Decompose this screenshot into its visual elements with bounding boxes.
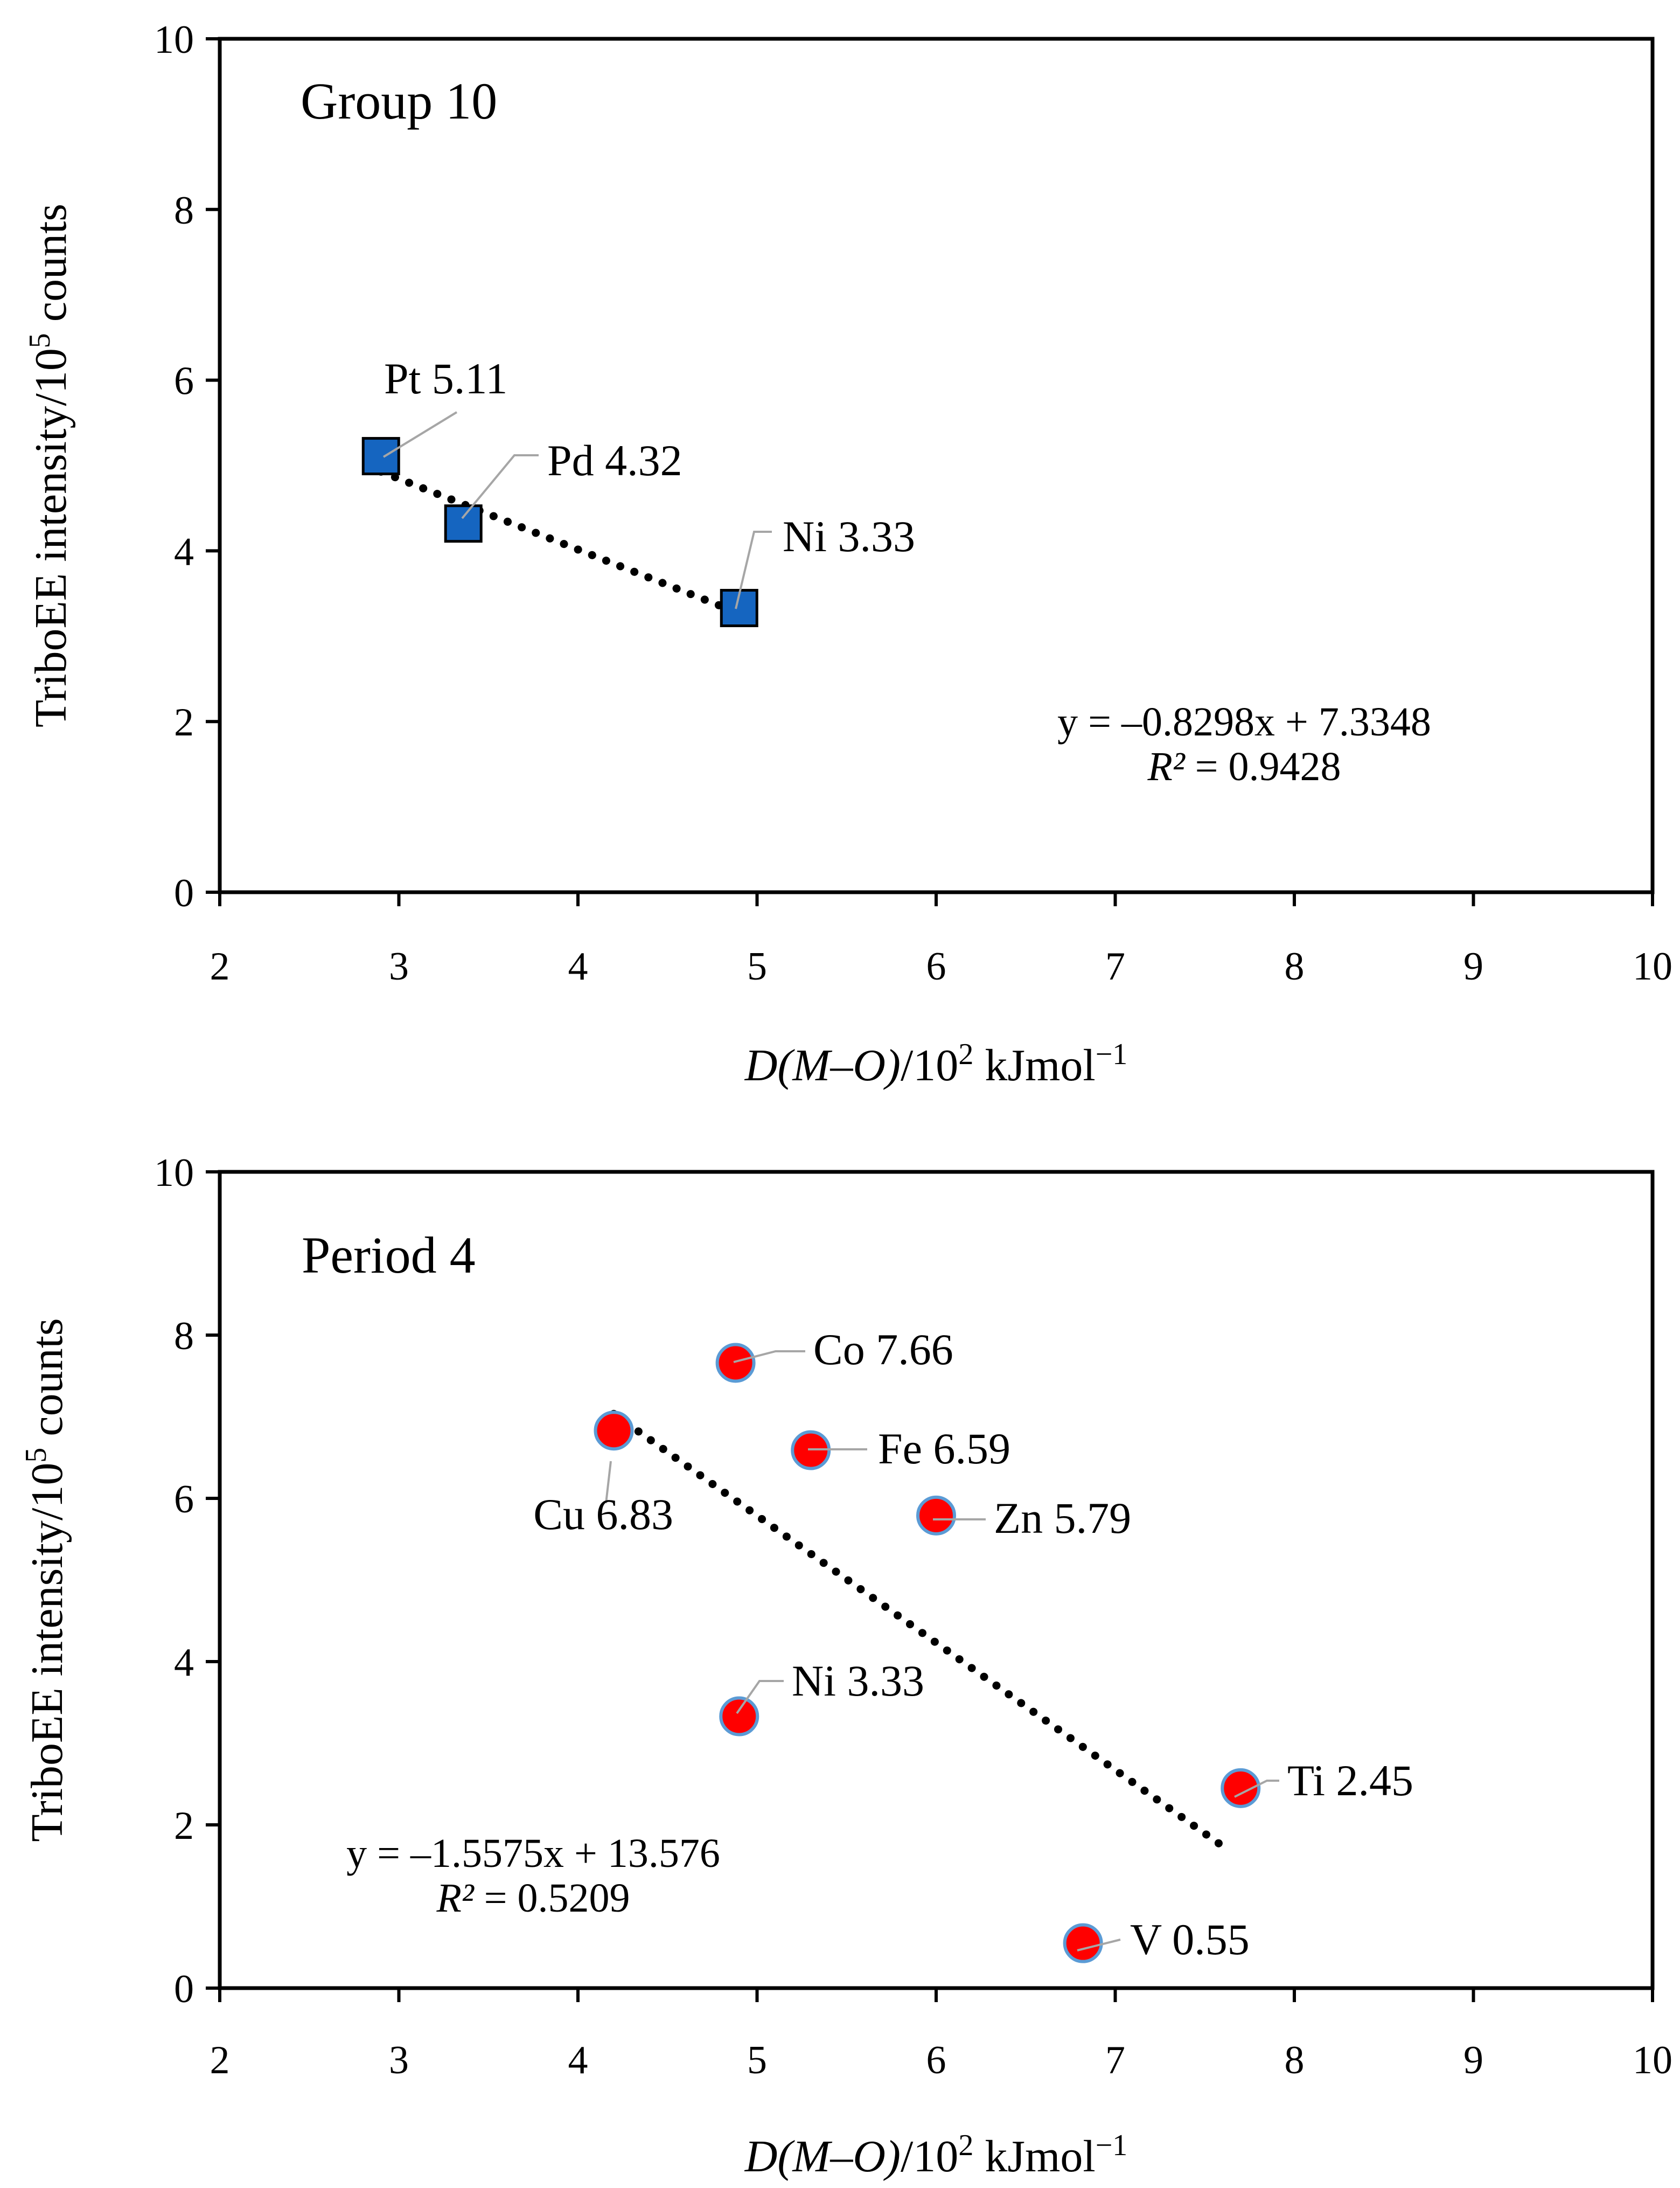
y-tick-label: 6 xyxy=(174,359,194,404)
data-point-circle xyxy=(719,1696,759,1736)
label-leader-line xyxy=(1077,1939,1121,1951)
y-tick-label: 0 xyxy=(174,871,194,915)
data-point-square xyxy=(444,504,483,543)
x-tick-label: 4 xyxy=(568,944,588,989)
y-axis-title: TriboEE intensity/105 counts xyxy=(23,204,76,727)
x-tick-label: 2 xyxy=(210,2038,230,2082)
data-label: Ni 3.33 xyxy=(792,1656,924,1705)
y-tick-label: 8 xyxy=(174,1314,194,1358)
x-tick-label: 2 xyxy=(210,944,230,989)
y-tick-label: 0 xyxy=(174,1967,194,2011)
label-leader-line xyxy=(605,1461,612,1504)
x-tick-label: 5 xyxy=(747,944,767,989)
x-tick-label: 10 xyxy=(1633,944,1672,989)
x-tick-label: 8 xyxy=(1285,944,1305,989)
x-axis-title: D(M–O)/102 kJmol−1 xyxy=(744,2129,1128,2182)
y-tick-label: 8 xyxy=(174,189,194,233)
y-tick-label: 10 xyxy=(154,18,194,62)
x-tick-label: 4 xyxy=(568,2038,588,2082)
data-label: Pt 5.11 xyxy=(384,354,507,403)
panel-title: Group 10 xyxy=(301,72,497,130)
r-squared: R² = 0.5209 xyxy=(436,1876,630,1921)
y-tick-label: 4 xyxy=(174,530,194,574)
data-label: Cu 6.83 xyxy=(533,1490,673,1539)
label-leader-line xyxy=(1234,1780,1279,1798)
x-tick-label: 9 xyxy=(1463,944,1483,989)
data-point-circle xyxy=(1221,1768,1261,1808)
data-point-circle xyxy=(594,1411,634,1451)
x-tick-label: 7 xyxy=(1105,944,1125,989)
data-point-circle xyxy=(1063,1923,1103,1963)
x-tick-label: 6 xyxy=(926,2038,946,2082)
x-tick-label: 9 xyxy=(1463,2038,1483,2082)
label-leader-line xyxy=(461,454,539,519)
panel-title: Period 4 xyxy=(302,1226,476,1284)
label-leader-line xyxy=(735,531,772,609)
data-label: Pd 4.32 xyxy=(547,436,682,485)
data-label: Fe 6.59 xyxy=(878,1424,1010,1473)
trendline xyxy=(610,1409,1227,1851)
trendline xyxy=(377,467,743,617)
x-tick-label: 6 xyxy=(926,944,946,989)
y-axis-title: TriboEE intensity/105 counts xyxy=(19,1318,72,1842)
y-tick-label: 2 xyxy=(174,700,194,745)
trend-equation: y = –1.5575x + 13.576 xyxy=(346,1831,720,1876)
plot-frame xyxy=(218,37,1655,894)
y-tick-label: 6 xyxy=(174,1477,194,1522)
y-tick-label: 4 xyxy=(174,1641,194,1685)
x-tick-label: 7 xyxy=(1105,2038,1125,2082)
label-leader-line xyxy=(382,411,458,458)
trend-equation: y = –0.8298x + 7.3348 xyxy=(1057,699,1431,745)
x-tick-label: 5 xyxy=(747,2038,767,2082)
x-axis-title: D(M–O)/102 kJmol−1 xyxy=(744,1038,1128,1090)
label-leader-line xyxy=(733,1350,805,1363)
label-leader-line xyxy=(736,1680,784,1714)
data-point-circle xyxy=(916,1495,956,1536)
x-tick-label: 10 xyxy=(1633,2038,1672,2082)
r-squared: R² = 0.9428 xyxy=(1147,744,1341,789)
y-tick-label: 10 xyxy=(154,1151,194,1195)
data-label: Ti 2.45 xyxy=(1287,1756,1413,1805)
data-label: V 0.55 xyxy=(1130,1915,1250,1964)
x-tick-label: 3 xyxy=(389,2038,409,2082)
data-label: Ni 3.33 xyxy=(783,512,915,561)
x-tick-label: 8 xyxy=(1285,2038,1305,2082)
y-tick-label: 2 xyxy=(174,1804,194,1848)
data-label: Co 7.66 xyxy=(813,1325,953,1374)
data-label: Zn 5.79 xyxy=(994,1494,1131,1543)
data-point-square xyxy=(361,437,400,476)
data-point-square xyxy=(720,589,758,628)
x-tick-label: 3 xyxy=(389,944,409,989)
data-point-circle xyxy=(715,1343,756,1383)
